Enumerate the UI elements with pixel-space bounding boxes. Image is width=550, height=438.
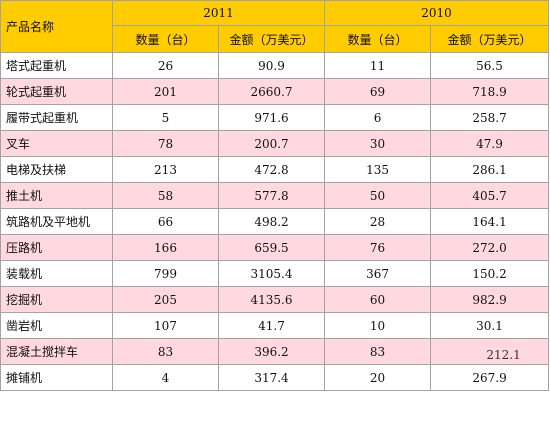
amount-2011-cell: 472.8 [217, 156, 326, 183]
quantity-2010-cell: 30 [324, 130, 432, 157]
product-name-cell: 推土机 [0, 182, 113, 209]
quantity-2011-cell: 4 [112, 364, 219, 391]
quantity-2010-cell: 28 [324, 208, 432, 235]
table-row: 电梯及扶梯 213 472.8 135 286.1 [0, 156, 550, 183]
table-body: 塔式起重机 26 90.9 11 56.5 轮式起重机 201 2660.7 6… [0, 52, 550, 391]
quantity-2010-cell: 50 [324, 182, 432, 209]
product-name-cell: 凿岩机 [0, 312, 113, 339]
product-name-cell: 压路机 [0, 234, 113, 261]
amount-2011-cell: 3105.4 [217, 260, 326, 287]
quantity-2011-cell: 5 [112, 104, 219, 131]
quantity-2010-cell: 135 [324, 156, 432, 183]
product-name-cell: 叉车 [0, 130, 113, 157]
quantity-2011-cell: 107 [112, 312, 219, 339]
table-row: 推土机 58 577.8 50 405.7 [0, 182, 550, 209]
product-name-cell: 装载机 [0, 260, 113, 287]
amount-2010-cell: 405.7 [430, 182, 550, 209]
quantity-2011-cell: 26 [112, 52, 219, 79]
amount-2010-cell: 258.7 [430, 104, 550, 131]
amount-2010-cell: 212.1 [430, 338, 550, 365]
amount-2011-header: 金额（万美元） [217, 25, 326, 53]
year-header-row: 产品名称 2011 2010 [0, 0, 550, 53]
quantity-2010-cell: 69 [324, 78, 432, 105]
amount-2010-cell: 56.5 [430, 52, 550, 79]
table-header: 产品名称 2011 2010 数量（台） 金额（万美元） 数量（台） 金额（万美… [0, 0, 550, 53]
quantity-2011-cell: 66 [112, 208, 219, 235]
amount-2010-cell: 982.9 [430, 286, 550, 313]
table-row: 凿岩机 107 41.7 10 30.1 [0, 312, 550, 339]
table-row: 摊铺机 4 317.4 20 267.9 [0, 364, 550, 391]
amount-2010-cell: 30.1 [430, 312, 550, 339]
table-row: 塔式起重机 26 90.9 11 56.5 [0, 52, 550, 79]
product-name-header: 产品名称 [0, 0, 113, 53]
quantity-2011-cell: 205 [112, 286, 219, 313]
quantity-2010-cell: 60 [324, 286, 432, 313]
amount-2011-cell: 577.8 [217, 182, 326, 209]
quantity-2011-cell: 213 [112, 156, 219, 183]
table-row: 筑路机及平地机 66 498.2 28 164.1 [0, 208, 550, 235]
table-row: 混凝土搅拌车 83 396.2 83 212.1 [0, 338, 550, 365]
quantity-2011-cell: 78 [112, 130, 219, 157]
quantity-2011-cell: 83 [112, 338, 219, 365]
data-table-container: 产品名称 2011 2010 数量（台） 金额（万美元） 数量（台） 金额（万美… [0, 0, 550, 391]
product-name-cell: 履带式起重机 [0, 104, 113, 131]
quantity-2010-cell: 10 [324, 312, 432, 339]
product-name-cell: 摊铺机 [0, 364, 113, 391]
amount-2011-cell: 2660.7 [217, 78, 326, 105]
product-name-cell: 挖掘机 [0, 286, 113, 313]
amount-2011-cell: 4135.6 [217, 286, 326, 313]
machinery-export-table: 产品名称 2011 2010 数量（台） 金额（万美元） 数量（台） 金额（万美… [0, 0, 550, 391]
quantity-2010-cell: 76 [324, 234, 432, 261]
quantity-2011-cell: 201 [112, 78, 219, 105]
amount-2010-value: 212.1 [486, 347, 521, 362]
quantity-2011-cell: 58 [112, 182, 219, 209]
amount-2010-cell: 718.9 [430, 78, 550, 105]
amount-2010-cell: 267.9 [430, 364, 550, 391]
amount-2010-header: 金额（万美元） [430, 25, 550, 53]
amount-2011-cell: 41.7 [217, 312, 326, 339]
amount-2010-cell: 150.2 [430, 260, 550, 287]
amount-2011-cell: 200.7 [217, 130, 326, 157]
table-row: 装载机 799 3105.4 367 150.2 [0, 260, 550, 287]
table-row: 挖掘机 205 4135.6 60 982.9 [0, 286, 550, 313]
amount-2010-cell: 47.9 [430, 130, 550, 157]
product-name-cell: 轮式起重机 [0, 78, 113, 105]
amount-2011-cell: 971.6 [217, 104, 326, 131]
product-name-cell: 电梯及扶梯 [0, 156, 113, 183]
amount-2010-cell: 272.0 [430, 234, 550, 261]
product-name-cell: 筑路机及平地机 [0, 208, 113, 235]
quantity-2010-cell: 6 [324, 104, 432, 131]
amount-2011-cell: 90.9 [217, 52, 326, 79]
table-row: 轮式起重机 201 2660.7 69 718.9 [0, 78, 550, 105]
table-row: 履带式起重机 5 971.6 6 258.7 [0, 104, 550, 131]
product-name-cell: 塔式起重机 [0, 52, 113, 79]
amount-2010-cell: 286.1 [430, 156, 550, 183]
table-row: 叉车 78 200.7 30 47.9 [0, 130, 550, 157]
year-2010-header: 2010 [324, 0, 550, 26]
quantity-2010-cell: 83 [324, 338, 432, 365]
quantity-2011-header: 数量（台） [112, 25, 219, 53]
quantity-2010-cell: 11 [324, 52, 432, 79]
year-2011-header: 2011 [111, 0, 326, 26]
table-row: 压路机 166 659.5 76 272.0 [0, 234, 550, 261]
amount-2011-cell: 317.4 [217, 364, 326, 391]
amount-2010-cell: 164.1 [430, 208, 550, 235]
quantity-2011-cell: 166 [112, 234, 219, 261]
quantity-2010-header: 数量（台） [324, 25, 432, 53]
product-name-cell: 混凝土搅拌车 [0, 338, 113, 365]
quantity-2010-cell: 367 [324, 260, 432, 287]
amount-2011-cell: 498.2 [217, 208, 326, 235]
amount-2011-cell: 659.5 [217, 234, 326, 261]
subheader-row: 数量（台） 金额（万美元） 数量（台） 金额（万美元） [1, 25, 550, 53]
amount-2011-cell: 396.2 [217, 338, 326, 365]
quantity-2011-cell: 799 [112, 260, 219, 287]
quantity-2010-cell: 20 [324, 364, 432, 391]
